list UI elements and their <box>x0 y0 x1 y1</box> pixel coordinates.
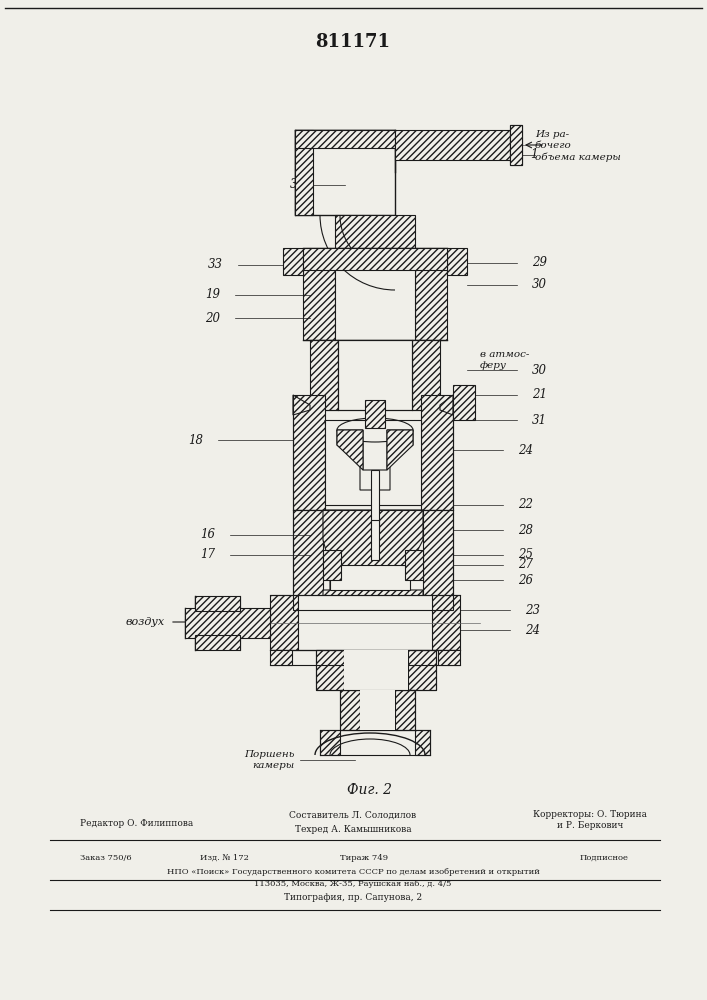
Bar <box>395 690 415 730</box>
Polygon shape <box>337 430 413 490</box>
Polygon shape <box>337 430 363 470</box>
Text: 24: 24 <box>518 444 533 456</box>
Bar <box>195 635 240 650</box>
Text: 22: 22 <box>518 498 533 512</box>
Text: 25: 25 <box>518 548 533 562</box>
Bar <box>293 510 323 610</box>
Text: 33: 33 <box>208 258 223 271</box>
Text: 18: 18 <box>188 434 203 446</box>
Bar <box>185 608 270 638</box>
Text: Поршень
камеры: Поршень камеры <box>245 750 295 770</box>
Polygon shape <box>320 730 340 755</box>
Bar <box>371 520 379 560</box>
Text: Тираж 749: Тираж 749 <box>340 854 388 862</box>
Text: 113035, Москва, Ж-35, Раушская наб., д. 4/5: 113035, Москва, Ж-35, Раушская наб., д. … <box>255 880 452 888</box>
Bar <box>415 248 447 340</box>
Text: 30: 30 <box>532 363 547 376</box>
Text: 16: 16 <box>200 528 215 542</box>
Bar <box>395 130 510 160</box>
Text: 1: 1 <box>530 148 537 161</box>
Polygon shape <box>293 395 310 415</box>
Text: Из ра-
бочего
объема камеры: Из ра- бочего объема камеры <box>535 130 621 162</box>
Bar <box>298 595 432 650</box>
Bar <box>323 550 341 580</box>
Polygon shape <box>295 130 395 148</box>
Text: 17: 17 <box>200 548 215 562</box>
Text: 20: 20 <box>205 312 220 324</box>
Bar <box>310 340 338 410</box>
Text: 21: 21 <box>532 388 547 401</box>
Polygon shape <box>415 730 430 755</box>
Text: 29: 29 <box>532 256 547 269</box>
Text: 23: 23 <box>525 603 540 616</box>
Bar <box>421 395 453 510</box>
Bar <box>303 248 447 270</box>
Text: 27: 27 <box>518 558 533 572</box>
Bar <box>330 565 410 590</box>
Text: 32: 32 <box>290 178 305 192</box>
Bar <box>338 340 412 410</box>
Bar <box>293 395 325 510</box>
Text: Техред А. Камышникова: Техред А. Камышникова <box>295 826 411 834</box>
Polygon shape <box>295 130 313 215</box>
Bar <box>412 340 440 410</box>
Polygon shape <box>440 395 453 415</box>
Bar <box>344 650 408 690</box>
Bar <box>270 650 292 665</box>
Text: 24: 24 <box>525 624 540 637</box>
Text: 811171: 811171 <box>315 33 390 51</box>
Text: Редактор О. Филиппова: Редактор О. Филиппова <box>80 818 193 828</box>
Bar <box>423 510 453 610</box>
Bar <box>303 248 335 340</box>
Text: 30: 30 <box>532 278 547 292</box>
Polygon shape <box>323 510 423 610</box>
Text: 31: 31 <box>532 414 547 426</box>
Bar <box>335 215 415 250</box>
Bar <box>340 690 415 730</box>
Text: воздух: воздух <box>126 617 165 627</box>
Bar <box>316 650 344 690</box>
Polygon shape <box>447 248 467 275</box>
Text: Фиг. 2: Фиг. 2 <box>348 783 392 797</box>
Bar <box>510 125 522 165</box>
Bar <box>195 596 240 611</box>
Bar <box>270 595 298 650</box>
Text: Типография, пр. Сапунова, 2: Типография, пр. Сапунова, 2 <box>284 894 422 902</box>
Bar <box>453 385 475 420</box>
Text: Изд. № 172: Изд. № 172 <box>200 854 249 862</box>
Text: НПО «Поиск» Государственного комитета СССР по делам изобретений и открытий: НПО «Поиск» Государственного комитета СС… <box>167 868 539 876</box>
Text: в атмос-
феру: в атмос- феру <box>480 350 530 370</box>
Bar <box>335 248 415 340</box>
Bar <box>340 690 360 730</box>
Bar <box>293 510 453 610</box>
Text: Подписное: Подписное <box>580 854 629 862</box>
Bar <box>432 595 460 650</box>
Text: 26: 26 <box>518 574 533 586</box>
Bar <box>325 420 421 505</box>
Bar <box>295 130 395 215</box>
Text: 19: 19 <box>205 288 220 302</box>
Polygon shape <box>283 248 303 275</box>
Text: 28: 28 <box>518 524 533 536</box>
Bar <box>510 125 522 165</box>
Text: Корректоры: О. Тюрина
и Р. Беркович: Корректоры: О. Тюрина и Р. Беркович <box>533 810 647 830</box>
Polygon shape <box>387 430 413 470</box>
Text: Составитель Л. Солодилов: Составитель Л. Солодилов <box>289 810 416 820</box>
Bar <box>360 690 395 730</box>
Bar <box>371 470 379 530</box>
Bar <box>438 650 460 665</box>
Bar <box>408 650 436 690</box>
Bar <box>405 550 423 580</box>
Text: Заказ 750/6: Заказ 750/6 <box>80 854 132 862</box>
Bar <box>316 650 436 690</box>
Bar <box>365 400 385 428</box>
